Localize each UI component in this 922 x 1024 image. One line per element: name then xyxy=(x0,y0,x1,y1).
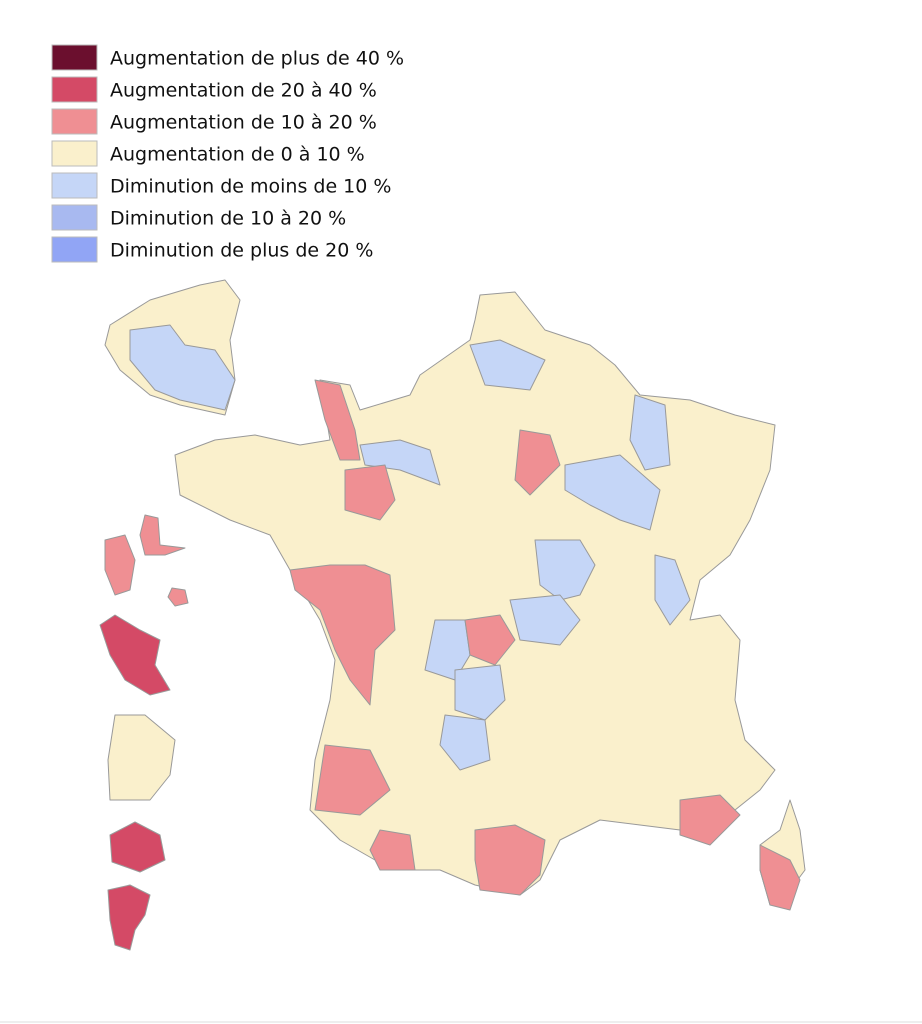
legend-label: Augmentation de plus de 40 % xyxy=(110,48,404,70)
department xyxy=(629,394,671,471)
department xyxy=(104,534,136,596)
legend-label: Augmentation de 20 à 40 % xyxy=(110,80,377,102)
department xyxy=(679,794,741,846)
department xyxy=(167,587,189,607)
department xyxy=(654,554,691,626)
department xyxy=(289,564,396,706)
department xyxy=(469,339,546,391)
department xyxy=(439,714,491,771)
department xyxy=(139,514,186,556)
department xyxy=(107,714,176,801)
department xyxy=(369,829,416,871)
department xyxy=(129,324,236,411)
department xyxy=(314,744,391,816)
department xyxy=(509,594,581,646)
legend-swatch xyxy=(51,76,98,103)
legend-label: Diminution de moins de 10 % xyxy=(110,176,391,198)
department xyxy=(464,614,516,666)
legend-label: Augmentation de 0 à 10 % xyxy=(110,144,365,166)
department xyxy=(109,821,166,873)
department xyxy=(359,439,441,486)
legend-label: Diminution de plus de 20 % xyxy=(110,240,373,262)
legend-label: Augmentation de 10 à 20 % xyxy=(110,112,377,134)
legend-swatch xyxy=(51,204,98,231)
department xyxy=(759,844,801,911)
department xyxy=(99,614,171,696)
department xyxy=(534,539,596,601)
department xyxy=(107,884,151,951)
department xyxy=(564,454,661,531)
legend-swatch xyxy=(51,236,98,263)
department xyxy=(424,619,471,681)
department xyxy=(514,429,561,496)
legend-label: Diminution de 10 à 20 % xyxy=(110,208,346,230)
department xyxy=(454,664,506,721)
legend-swatch xyxy=(51,172,98,199)
legend-swatch xyxy=(51,108,98,135)
legend-swatch xyxy=(51,44,98,71)
legend-swatch xyxy=(51,140,98,167)
department xyxy=(344,464,396,521)
department xyxy=(314,379,361,461)
department xyxy=(474,824,546,896)
